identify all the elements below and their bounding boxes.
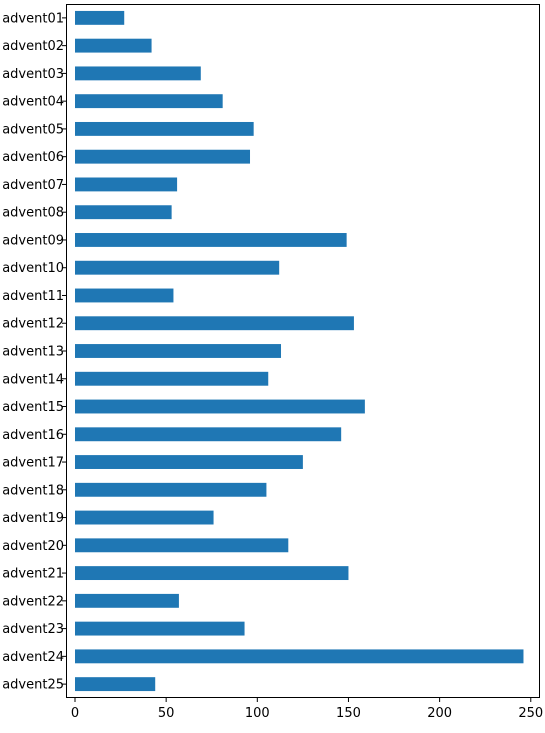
bar-advent03: [75, 66, 201, 81]
bar-advent08: [75, 205, 172, 220]
y-tick-label: advent18: [2, 483, 64, 498]
y-tick-label: advent01: [2, 11, 64, 26]
bar-advent19: [75, 510, 214, 525]
y-tick-label: advent11: [2, 289, 64, 304]
x-tick-label: 150: [336, 706, 361, 721]
y-tick-label: advent08: [2, 206, 64, 221]
bar-advent15: [75, 399, 365, 414]
bar-advent25: [75, 677, 156, 692]
x-axis: 0 50 100 150 200 250: [71, 698, 543, 721]
y-tick-label: advent05: [2, 122, 64, 137]
bar-advent12: [75, 316, 354, 331]
y-tick-label: advent17: [2, 456, 64, 471]
y-tick-label: advent07: [2, 178, 64, 193]
x-tick-label: 250: [518, 706, 543, 721]
y-tick-label: advent16: [2, 428, 64, 443]
bar-advent11: [75, 288, 174, 303]
y-tick-label: advent09: [2, 233, 64, 248]
bar-advent01: [75, 10, 125, 25]
y-tick-label: advent04: [2, 95, 64, 110]
y-tick-label: advent10: [2, 261, 64, 276]
y-tick-label: advent23: [2, 622, 64, 637]
y-tick-label: advent25: [2, 678, 64, 693]
bar-advent05: [75, 121, 254, 136]
bar-advent20: [75, 538, 289, 553]
bar-advent16: [75, 427, 342, 442]
bar-advent22: [75, 593, 179, 608]
bar-advent04: [75, 94, 223, 109]
x-tick-label: 0: [71, 706, 79, 721]
bar-advent14: [75, 371, 269, 386]
y-tick-label: advent21: [2, 567, 64, 582]
bar-advent09: [75, 233, 347, 247]
plot-frame: [66, 4, 540, 698]
bar-advent02: [75, 38, 152, 53]
bar-advent18: [75, 482, 267, 497]
y-tick-label: advent20: [2, 539, 64, 554]
bar-advent21: [75, 566, 349, 581]
y-tick-label: advent06: [2, 150, 64, 165]
y-tick-label: advent19: [2, 511, 64, 526]
bar-advent17: [75, 455, 303, 469]
bar-advent13: [75, 344, 282, 358]
y-tick-label: advent15: [2, 400, 64, 415]
y-tick-label: advent13: [2, 345, 64, 360]
y-tick-label: advent14: [2, 372, 64, 387]
y-tick-label: advent24: [2, 650, 64, 665]
y-tick-label: advent22: [2, 594, 64, 609]
bar-advent24: [75, 649, 524, 664]
y-axis: advent01 advent02 advent03 advent04 advent05…: [2, 11, 66, 693]
x-tick-label: 50: [158, 706, 175, 721]
bar-advent10: [75, 260, 280, 275]
bar-advent23: [75, 621, 245, 636]
y-tick-label: advent03: [2, 67, 64, 82]
bar-advent07: [75, 177, 178, 192]
bar-advent06: [75, 149, 251, 164]
x-tick-label: 200: [427, 706, 452, 721]
y-tick-label: advent02: [2, 39, 64, 54]
y-tick-label: advent12: [2, 317, 64, 332]
x-tick-label: 100: [245, 706, 270, 721]
bars-layer: [75, 10, 524, 692]
